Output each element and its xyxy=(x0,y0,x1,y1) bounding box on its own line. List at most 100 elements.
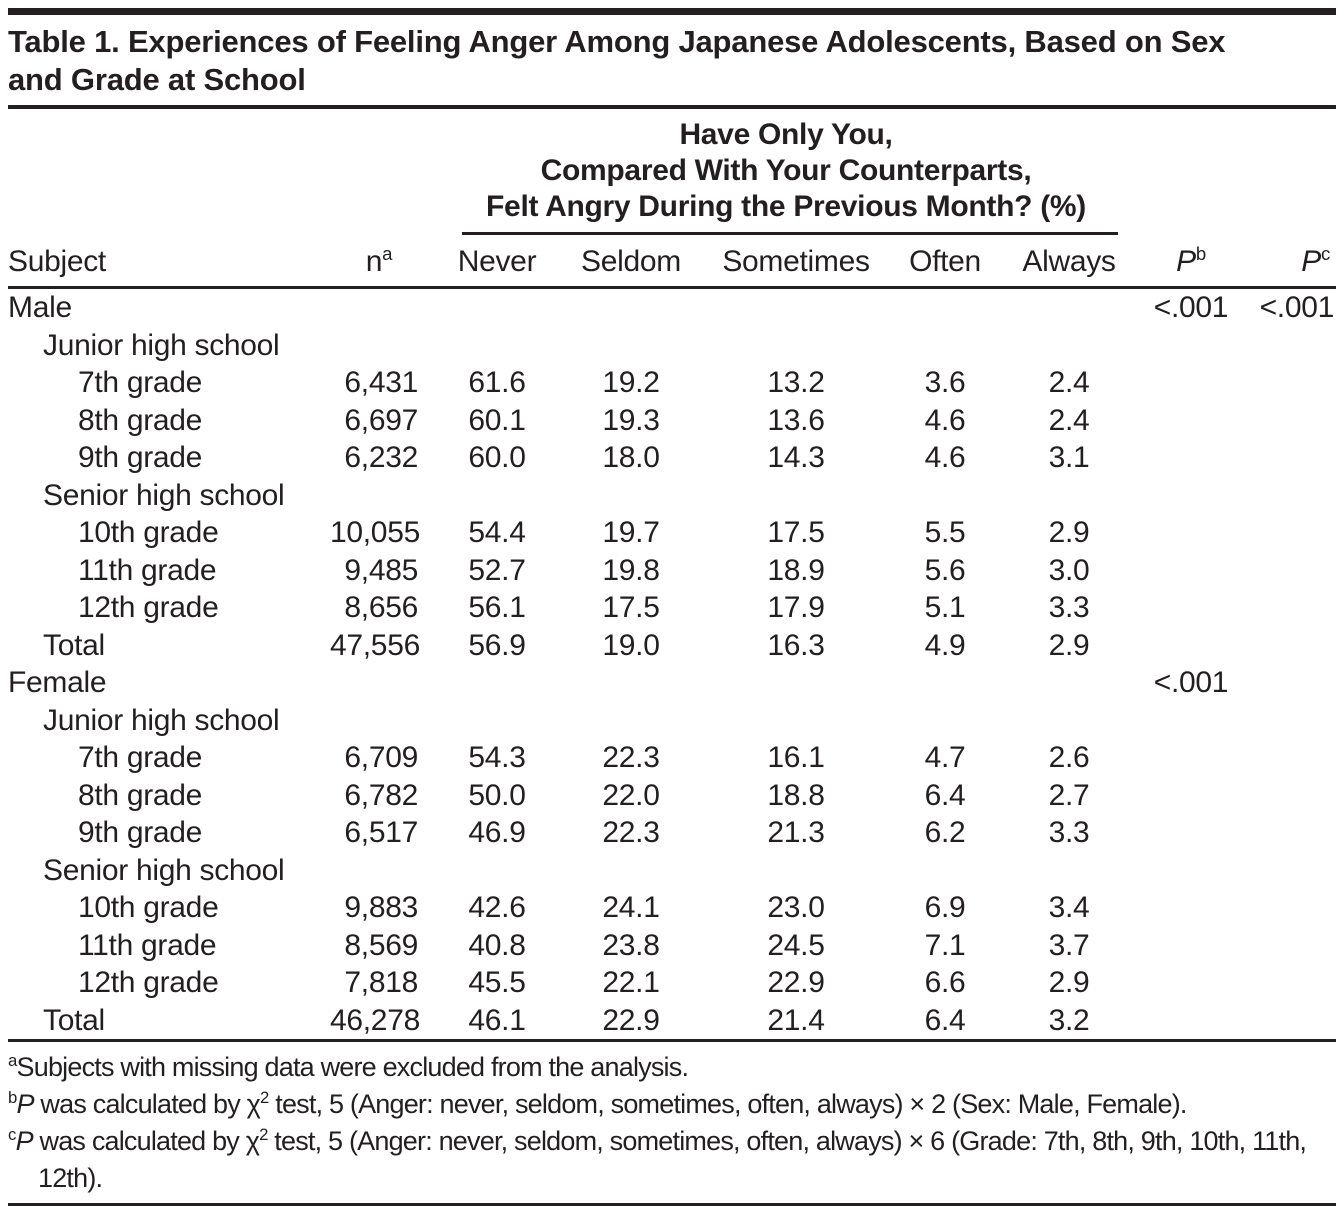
spanner-line2: Compared With Your Counterparts, xyxy=(540,154,1032,187)
col-header-seldom: Seldom xyxy=(566,235,696,289)
cell-p-grade xyxy=(1238,589,1336,627)
cell-often: 6.9 xyxy=(924,891,966,924)
cell-never: 52.7 xyxy=(468,553,526,587)
spanner-underline xyxy=(462,232,1118,235)
cell-always: 3.3 xyxy=(1048,816,1090,849)
cell-never xyxy=(428,327,566,365)
col-header-p-sex: Pb xyxy=(1144,235,1238,289)
cell-never xyxy=(428,288,566,327)
cell-never: 45.5 xyxy=(468,966,526,999)
spanner-spacer-pb xyxy=(1144,109,1238,235)
col-header-never: Never xyxy=(428,235,566,289)
p-grade-footnote-marker: c xyxy=(1321,243,1330,264)
cell-never: 46.1 xyxy=(428,1001,566,1042)
cell-subject: 12th grade xyxy=(78,966,219,999)
cell-sometimes: 18.8 xyxy=(767,778,825,812)
cell-often: 3.6 xyxy=(924,366,966,399)
cell-never: 40.8 xyxy=(468,928,526,962)
cell-p-grade xyxy=(1238,852,1336,890)
cell-subject: 10th grade xyxy=(78,891,219,924)
cell-seldom: 22.3 xyxy=(602,816,660,849)
cell-n: 6,431 xyxy=(344,366,418,399)
cell-always: 3.3 xyxy=(1048,591,1090,624)
col-header-sometimes: Sometimes xyxy=(696,235,896,289)
cell-p-sex xyxy=(1144,702,1238,740)
cell-often: 5.5 xyxy=(924,516,966,549)
cell-p-grade xyxy=(1238,439,1336,477)
cell-sometimes: 16.3 xyxy=(767,628,825,662)
cell-seldom xyxy=(566,327,696,365)
cell-often xyxy=(896,327,994,365)
cell-p-grade xyxy=(1238,402,1336,440)
cell-sometimes xyxy=(696,477,896,515)
table-row: 11th grade 8,569 40.8 23.8 24.5 7.1 3.7 xyxy=(8,927,1336,965)
cell-p-sex xyxy=(1144,814,1238,852)
cell-never: 54.4 xyxy=(468,516,526,549)
cell-subject: 7th grade xyxy=(78,741,203,774)
cell-seldom xyxy=(566,477,696,515)
cell-always xyxy=(994,288,1144,327)
footnotes: aSubjects with missing data were exclude… xyxy=(8,1049,1336,1197)
cell-p-sex xyxy=(1144,364,1238,402)
p-symbol: P xyxy=(1301,245,1321,278)
cell-n: 9,485 xyxy=(344,553,418,587)
cell-seldom: 22.3 xyxy=(602,741,660,774)
cell-subject: Total xyxy=(43,628,105,662)
cell-p-grade xyxy=(1238,777,1336,815)
col-header-n: na xyxy=(330,235,428,289)
cell-p-grade: <.001 xyxy=(1259,291,1335,324)
table-row: 9th grade 6,517 46.9 22.3 21.3 6.2 3.3 xyxy=(8,814,1336,852)
cell-always xyxy=(994,477,1144,515)
spanner-line1: Have Only You, xyxy=(679,118,893,151)
cell-n: 6,697 xyxy=(344,403,418,437)
cell-seldom: 19.8 xyxy=(602,553,660,587)
cell-n xyxy=(330,664,428,702)
cell-always xyxy=(994,664,1144,702)
cell-seldom: 24.1 xyxy=(602,891,660,924)
cell-sometimes xyxy=(696,852,896,890)
cell-n: 47,556 xyxy=(330,628,420,662)
cell-p-sex xyxy=(1144,927,1238,965)
cell-n: 6,709 xyxy=(344,741,418,774)
cell-often: 6.2 xyxy=(924,816,966,849)
cell-subject: 9th grade xyxy=(78,441,203,474)
cell-often xyxy=(896,664,994,702)
cell-often: 4.6 xyxy=(924,403,966,437)
col-header-p-grade: Pc xyxy=(1238,235,1336,289)
cell-p-sex xyxy=(1144,852,1238,890)
cell-seldom: 22.1 xyxy=(602,966,660,999)
n-footnote-marker: a xyxy=(382,243,393,264)
p-sex-footnote-marker: b xyxy=(1195,243,1206,264)
footnote-a: aSubjects with missing data were exclude… xyxy=(8,1051,689,1082)
cell-sometimes: 23.0 xyxy=(767,891,825,924)
cell-seldom: 19.7 xyxy=(602,516,660,549)
cell-p-grade xyxy=(1238,552,1336,590)
cell-often xyxy=(896,702,994,740)
cell-seldom xyxy=(566,852,696,890)
cell-n: 6,782 xyxy=(344,778,418,812)
cell-n: 10,055 xyxy=(330,516,420,549)
cell-sometimes xyxy=(696,702,896,740)
cell-p-sex xyxy=(1144,589,1238,627)
table-row-group: Junior high school xyxy=(8,702,1336,740)
cell-often: 4.9 xyxy=(924,628,966,662)
cell-p-sex xyxy=(1144,327,1238,365)
cell-never: 56.1 xyxy=(468,591,526,624)
cell-always xyxy=(994,852,1144,890)
cell-always: 2.7 xyxy=(1048,778,1090,812)
cell-often: 6.4 xyxy=(896,1001,994,1042)
table-row: 12th grade 7,818 45.5 22.1 22.9 6.6 2.9 xyxy=(8,964,1336,1002)
cell-p-sex xyxy=(1144,964,1238,1002)
cell-p-grade xyxy=(1238,477,1336,515)
cell-always xyxy=(994,702,1144,740)
cell-sometimes xyxy=(696,327,896,365)
table-row: 11th grade 9,485 52.7 19.8 18.9 5.6 3.0 xyxy=(8,552,1336,590)
table-title: Table 1. Experiences of Feeling Anger Am… xyxy=(8,23,1336,99)
cell-sometimes: 24.5 xyxy=(767,928,825,962)
cell-often: 5.6 xyxy=(924,553,966,587)
table-row: 8th grade 6,782 50.0 22.0 18.8 6.4 2.7 xyxy=(8,777,1336,815)
cell-p-sex xyxy=(1144,477,1238,515)
cell-n xyxy=(330,288,428,327)
table-row-group: Senior high school xyxy=(8,852,1336,890)
cell-n xyxy=(330,852,428,890)
